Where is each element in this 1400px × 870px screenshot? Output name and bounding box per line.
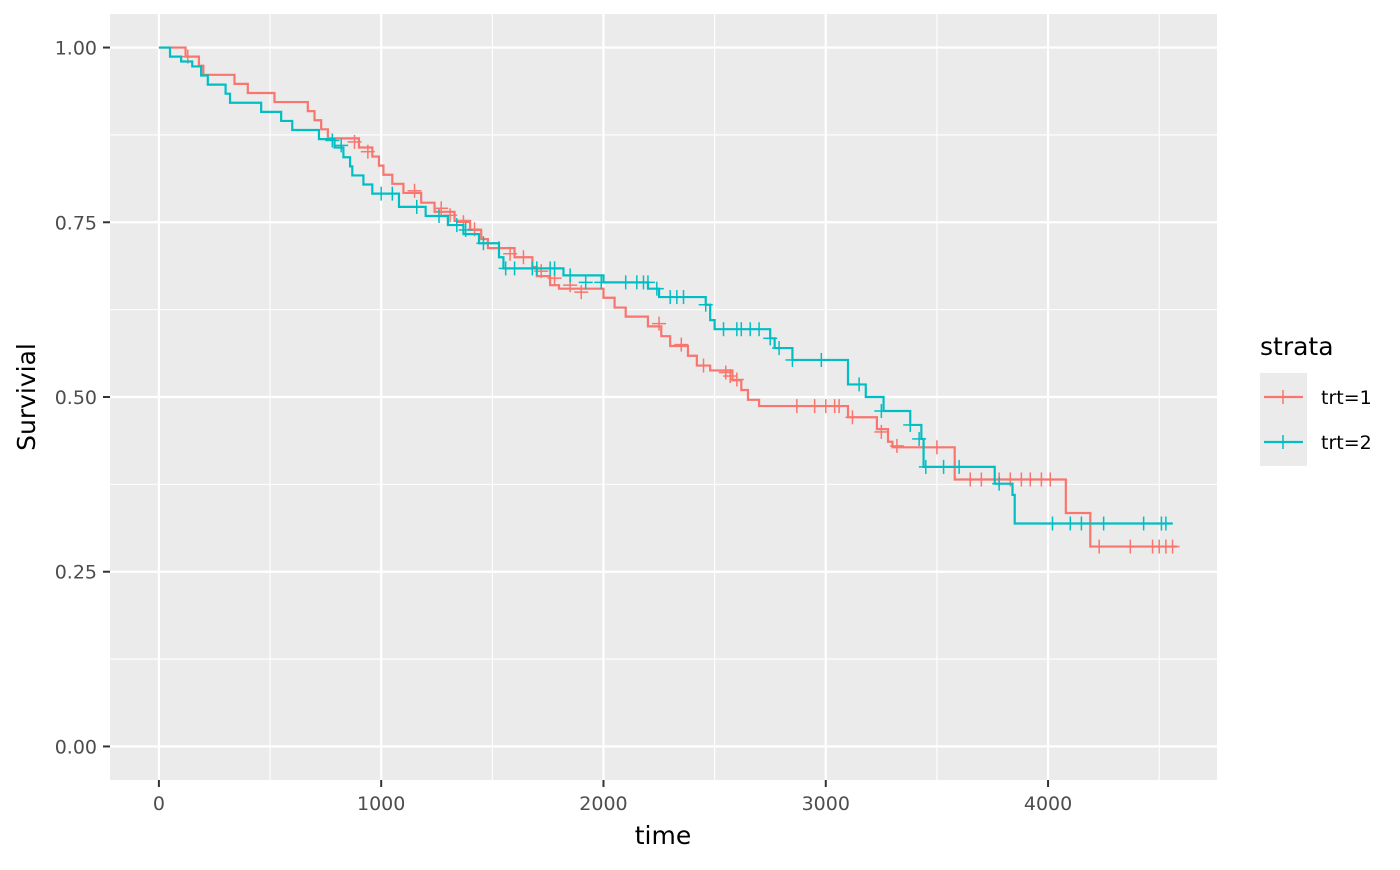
x-axis-label: time [635,821,691,850]
censor-mark [763,331,778,346]
legend-label: trt=1 [1321,387,1372,409]
censor-mark [992,476,1007,491]
y-tick-label: 1.00 [55,38,97,60]
censor-mark [360,144,375,159]
censor-mark [1158,516,1173,531]
legend-key-background [1260,373,1307,466]
x-tick-label: 3000 [802,793,850,815]
x-tick-label: 2000 [579,793,627,815]
censor-mark [1092,539,1107,554]
x-axis: 0 1000 2000 3000 4000 [153,780,1072,815]
censor-mark [845,410,860,425]
censor-mark [874,403,889,418]
censor-mark [431,208,446,223]
censor-mark [785,352,800,367]
censor-mark [547,261,562,276]
censor-mark [874,424,889,439]
censor-mark [903,417,918,432]
censor-mark [716,322,731,337]
censor-mark [385,186,400,201]
censor-mark [674,337,689,352]
x-tick-label: 0 [153,793,165,815]
censor-mark [334,138,349,153]
censor-mark [832,399,847,414]
y-tick-label: 0.00 [55,736,97,758]
censor-mark [652,316,667,331]
censor-mark [449,218,464,233]
censor-mark [507,261,522,276]
censor-mark [458,222,473,237]
legend-keys: trt=1 trt=2 [1260,373,1372,466]
grid-major [110,14,1217,780]
censor-mark [952,459,967,474]
censor-mark [574,285,589,300]
y-tick-label: 0.75 [55,212,97,234]
censor-mark [852,377,867,392]
censor-mark [1165,539,1180,554]
legend-label: trt=2 [1321,432,1372,454]
legend-item: trt=2 [1264,432,1372,454]
censor-mark [729,372,744,387]
censor-mark [649,281,664,296]
censor-mark [563,268,578,283]
censor-mark [789,399,804,414]
censor-mark [640,275,655,290]
censor-mark [1123,539,1138,554]
legend-item: trt=1 [1264,387,1372,409]
y-tick-label: 0.25 [55,562,97,584]
y-axis-label: Survivial [12,343,41,451]
censor-mark [325,133,340,148]
censor-mark [409,199,424,214]
series-layer [158,46,1180,554]
censor-mark [476,236,491,251]
censor-mark [516,250,531,265]
censor-mark [814,352,829,367]
censor-mark [594,275,609,290]
censor-mark [578,275,593,290]
y-axis: 0.00 0.25 0.50 0.75 1.00 [55,38,110,758]
y-tick-label: 0.50 [55,387,97,409]
x-tick-label: 1000 [357,793,405,815]
censor-mark [974,472,989,487]
censor-mark [1096,516,1111,531]
legend: strata trt=1 trt=2 [1260,332,1372,466]
legend-title: strata [1260,332,1334,361]
censor-mark [676,290,691,305]
censor-mark [936,459,951,474]
censor-mark [696,358,711,373]
censor-mark [347,134,362,149]
x-tick-label: 4000 [1024,793,1072,815]
censor-mark [929,440,944,455]
censor-mark [912,431,927,446]
censor-mark [1074,516,1089,531]
censor-mark [698,297,713,312]
censor-mark [918,459,933,474]
censor-mark [752,322,767,337]
censor-mark [1043,472,1058,487]
censor-mark [503,246,518,261]
series-line [158,46,1173,525]
censor-mark [407,183,422,198]
censor-mark [772,341,787,356]
censor-mark [889,438,904,453]
censor-mark [434,201,449,216]
censor-mark [1136,516,1151,531]
censor-mark [1045,516,1060,531]
censor-mark [723,369,738,384]
censor-mark [529,261,544,276]
